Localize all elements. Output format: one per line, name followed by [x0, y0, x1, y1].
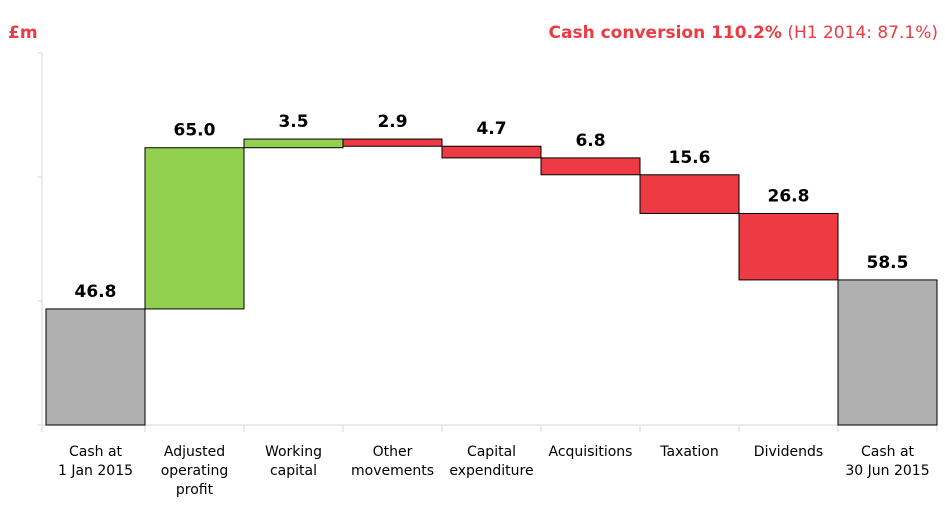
- x-tick-label-line: Acquisitions: [549, 444, 633, 460]
- x-tick-label-line: Cash at: [861, 444, 915, 460]
- value-label: 15.6: [669, 148, 711, 168]
- x-tick-label: Working capital: [265, 444, 322, 479]
- x-tick-label-line: profit: [176, 482, 214, 498]
- x-tick-label-line: operating: [161, 463, 229, 479]
- x-tick-label: Adjusted operating profit: [161, 444, 229, 498]
- x-tick-label: Acquisitions: [549, 444, 633, 460]
- bar: [738, 212, 839, 281]
- value-label: 26.8: [768, 186, 810, 206]
- bar: [441, 145, 542, 159]
- x-tick-label-line: 1 Jan 2015: [58, 463, 133, 479]
- unit-label: £m: [8, 23, 38, 43]
- x-tick-label-line: Adjusted: [164, 444, 225, 460]
- x-tick-label-line: Taxation: [659, 444, 719, 460]
- bar: [144, 147, 245, 310]
- x-tick-label-line: 30 Jun 2015: [845, 463, 929, 479]
- value-label: 6.8: [575, 131, 605, 151]
- x-tick-label-line: Cash at: [69, 444, 123, 460]
- x-tick-label: Capital expenditure: [449, 444, 533, 479]
- value-label: 2.9: [377, 112, 407, 132]
- bar: [243, 138, 344, 149]
- value-label: 58.5: [867, 253, 909, 273]
- bar: [639, 174, 740, 214]
- x-tick-label-line: expenditure: [449, 463, 533, 479]
- bar: [837, 279, 938, 426]
- value-label: 46.8: [75, 282, 117, 302]
- x-tick-label-line: Other: [373, 444, 413, 460]
- x-tick-label-line: Working: [265, 444, 322, 460]
- annotation-highlight: Cash conversion 110.2%: [549, 23, 782, 43]
- x-tick-label: Taxation: [659, 444, 719, 460]
- x-tick-label: Cash at 1 Jan 2015: [58, 444, 133, 479]
- value-label: 3.5: [278, 112, 308, 132]
- value-label: 65.0: [174, 121, 216, 141]
- value-label: 4.7: [476, 119, 506, 139]
- x-tick-label-line: movements: [351, 463, 434, 479]
- bar: [45, 308, 146, 426]
- x-tick-label-line: capital: [270, 463, 317, 479]
- x-tick-label-line: Capital: [467, 444, 516, 460]
- x-tick-label: Other movements: [351, 444, 434, 479]
- annotation: Cash conversion 110.2% (H1 2014: 87.1%): [549, 23, 938, 43]
- bar: [540, 157, 641, 176]
- annotation-note: (H1 2014: 87.1%): [787, 23, 938, 43]
- x-tick-label: Dividends: [754, 444, 823, 460]
- x-tick-label-line: Dividends: [754, 444, 823, 460]
- x-tick-label: Cash at 30 Jun 2015: [845, 444, 929, 479]
- bar: [342, 138, 443, 147]
